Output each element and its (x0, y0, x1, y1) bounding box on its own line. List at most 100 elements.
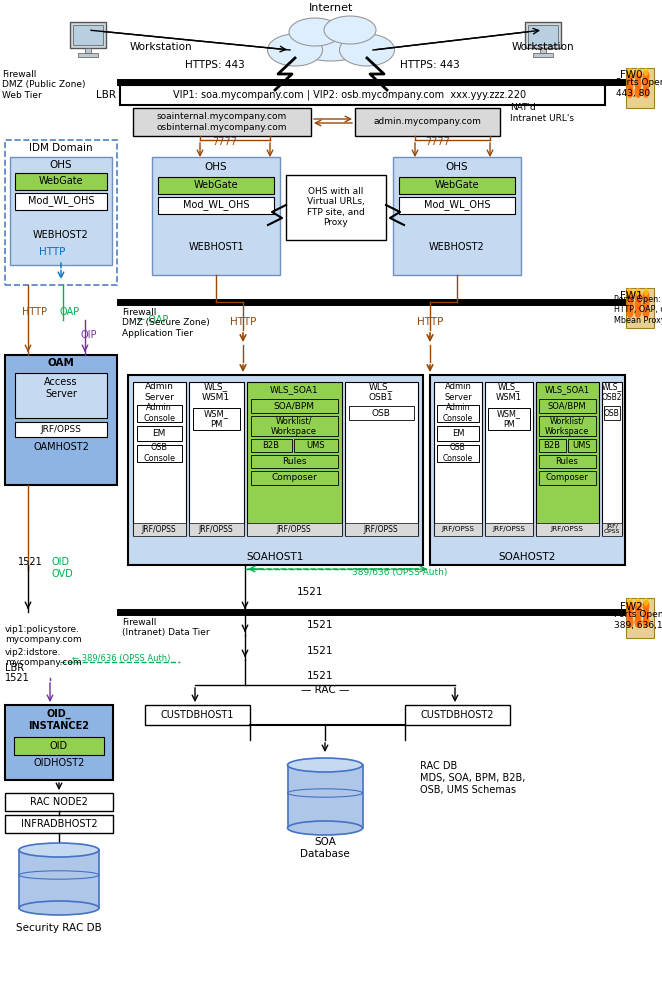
Bar (158, 197, 274, 214)
Text: IDM Domain: IDM Domain (29, 143, 93, 153)
Bar (19, 850, 99, 908)
Text: LBR: LBR (96, 90, 116, 100)
Text: JRF/OPSS: JRF/OPSS (493, 526, 526, 532)
Text: JRF/OPSS: JRF/OPSS (277, 524, 311, 533)
Ellipse shape (626, 70, 634, 82)
Bar (602, 523, 622, 536)
Ellipse shape (626, 306, 634, 318)
Text: Internet: Internet (308, 3, 354, 13)
Text: 1521: 1521 (18, 557, 43, 567)
Text: Firewall
DMZ (Secure Zone)
Application Tier: Firewall DMZ (Secure Zone) Application T… (122, 308, 210, 338)
Ellipse shape (634, 306, 641, 318)
Text: Ports Open:
HTTP, OAP, opmn,
Mbean Proxy: Ports Open: HTTP, OAP, opmn, Mbean Proxy (614, 295, 662, 325)
Bar (152, 157, 280, 275)
Ellipse shape (287, 758, 363, 772)
Text: Workstation: Workstation (130, 42, 193, 52)
Text: 1521: 1521 (307, 620, 333, 630)
Text: EM: EM (152, 428, 166, 437)
Text: Composer: Composer (545, 474, 589, 483)
Text: Workstation: Workstation (512, 42, 575, 52)
Text: NAT'd
Intranet URL's: NAT'd Intranet URL's (510, 103, 574, 123)
Text: Admin
Server: Admin Server (144, 383, 174, 401)
Bar (120, 85, 605, 105)
Text: soainternal.mycompany.com
osbinternal.mycompany.com: soainternal.mycompany.com osbinternal.my… (157, 112, 287, 132)
Bar (539, 455, 596, 468)
Text: WLS_
WSM1: WLS_ WSM1 (496, 383, 522, 401)
Bar (133, 523, 186, 536)
Ellipse shape (634, 290, 641, 302)
Text: SOA
Database: SOA Database (300, 837, 350, 859)
Text: OSB
Console: OSB Console (143, 443, 175, 463)
Ellipse shape (628, 598, 632, 606)
Text: vip2:idstore.
mycompany.com: vip2:idstore. mycompany.com (5, 648, 81, 667)
Text: 7777: 7777 (213, 137, 238, 147)
Bar (626, 288, 654, 328)
Bar (137, 445, 182, 462)
Ellipse shape (643, 70, 649, 82)
Ellipse shape (634, 608, 641, 620)
Bar (488, 408, 530, 430)
Bar (540, 48, 546, 53)
Bar (288, 765, 363, 828)
Text: WLS_
WSM1: WLS_ WSM1 (202, 383, 230, 401)
Text: Mod_WL_OHS: Mod_WL_OHS (424, 199, 491, 210)
Bar (247, 523, 342, 536)
Bar (137, 426, 182, 441)
Text: Mod_WL_OHS: Mod_WL_OHS (183, 199, 250, 210)
Ellipse shape (643, 78, 649, 90)
Bar (434, 382, 482, 535)
Ellipse shape (634, 78, 641, 90)
Bar (539, 439, 566, 452)
Text: OHS: OHS (446, 162, 468, 172)
Text: WEBHOST2: WEBHOST2 (33, 230, 89, 240)
Ellipse shape (634, 298, 641, 310)
Ellipse shape (626, 608, 634, 620)
Ellipse shape (643, 298, 649, 310)
Bar (10, 157, 112, 265)
Text: HTTPS: 443: HTTPS: 443 (400, 60, 460, 70)
Bar (539, 399, 596, 413)
Ellipse shape (626, 298, 634, 310)
Bar (399, 177, 515, 194)
Text: UMS: UMS (573, 441, 591, 450)
Text: WebGate: WebGate (194, 180, 238, 190)
Text: OSB
Console: OSB Console (443, 443, 473, 463)
Bar (525, 22, 561, 48)
Text: OID_
INSTANCE2: OID_ INSTANCE2 (28, 710, 89, 731)
Text: WebGate: WebGate (38, 176, 83, 186)
Text: OHS with all
Virtual URLs,
FTP site, and
Proxy: OHS with all Virtual URLs, FTP site, and… (307, 187, 365, 227)
Text: OID: OID (52, 557, 70, 567)
Bar (193, 408, 240, 430)
Bar (626, 68, 654, 108)
Bar (536, 382, 599, 535)
Text: VIP1: soa.mycompany.com | VIP2: osb.mycompany.com  xxx.yyy.zzz.220: VIP1: soa.mycompany.com | VIP2: osb.myco… (173, 90, 526, 100)
Text: Security RAC DB: Security RAC DB (16, 923, 102, 933)
Text: JRF/OPSS: JRF/OPSS (199, 524, 233, 533)
Ellipse shape (634, 70, 641, 82)
Text: RAC NODE2: RAC NODE2 (30, 797, 88, 807)
Text: RAC DB
MDS, SOA, BPM, B2B,
OSB, UMS Schemas: RAC DB MDS, SOA, BPM, B2B, OSB, UMS Sche… (420, 761, 526, 795)
Text: B2B: B2B (544, 441, 561, 450)
Text: vip1:policystore.
mycompany.com: vip1:policystore. mycompany.com (5, 625, 81, 644)
Bar (485, 382, 533, 535)
Text: WEBHOST2: WEBHOST2 (429, 242, 485, 252)
Bar (14, 737, 104, 755)
Bar (5, 140, 117, 285)
Ellipse shape (289, 18, 341, 46)
Text: 389/636 (OPSS Auth): 389/636 (OPSS Auth) (352, 569, 448, 578)
Bar (5, 705, 113, 780)
Text: Mod_WL_OHS: Mod_WL_OHS (28, 195, 94, 206)
Text: OID: OID (50, 741, 68, 751)
Text: Ports Open:
389, 636,1521: Ports Open: 389, 636,1521 (614, 610, 662, 629)
Ellipse shape (643, 290, 649, 302)
Text: INFRADBHOST2: INFRADBHOST2 (21, 819, 97, 829)
Text: CUSTDBHOST1: CUSTDBHOST1 (160, 710, 234, 720)
Text: OSB: OSB (604, 408, 620, 417)
Bar (251, 399, 338, 413)
Text: B2B: B2B (263, 441, 279, 450)
Ellipse shape (628, 68, 632, 76)
Bar (539, 471, 596, 485)
Text: EM: EM (451, 428, 464, 437)
Bar (536, 523, 599, 536)
Bar (568, 439, 596, 452)
